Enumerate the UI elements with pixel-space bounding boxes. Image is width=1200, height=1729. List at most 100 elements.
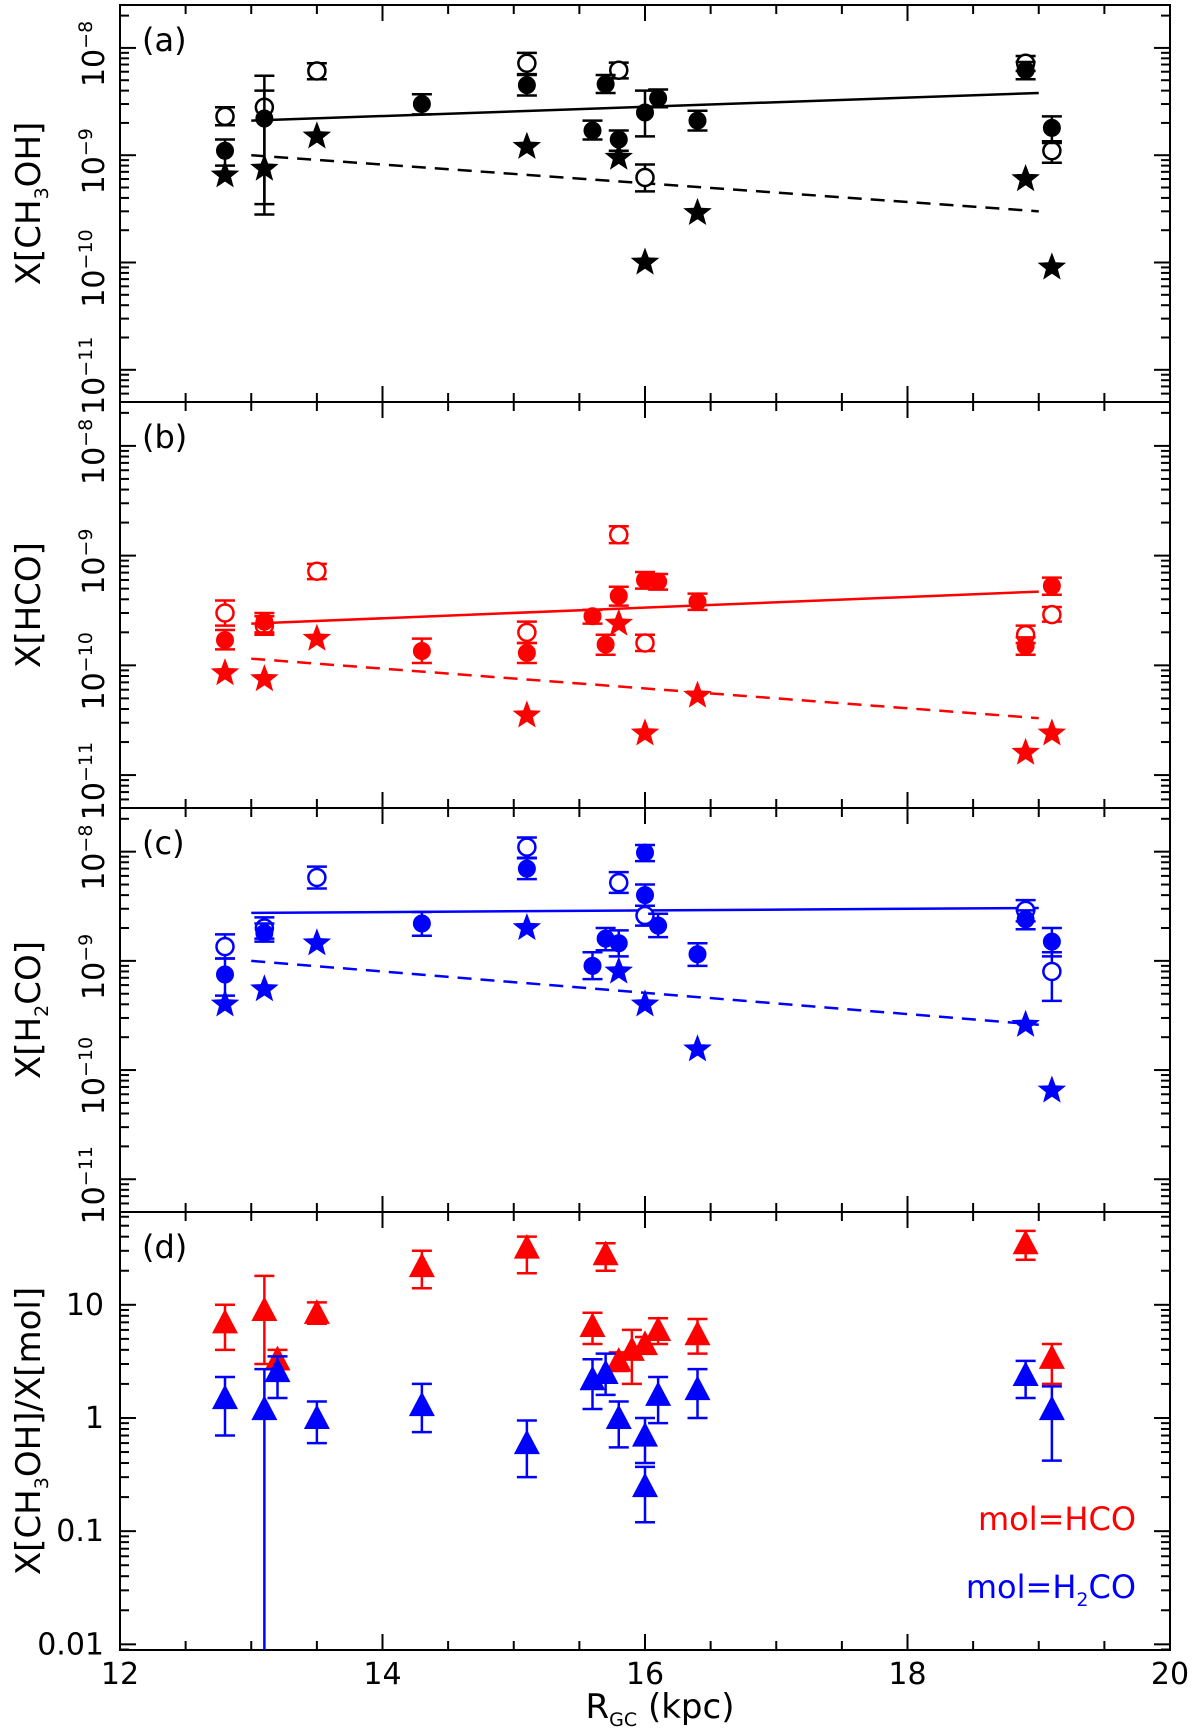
star-point [302, 623, 332, 651]
filled-circle-point [636, 886, 654, 905]
star-point [1037, 1075, 1067, 1103]
y-tick-label: 10 [66, 1288, 104, 1323]
panel-a-label: (a) [142, 21, 187, 59]
filled-circle-point [649, 89, 668, 108]
triangle-point [303, 1299, 330, 1324]
y-tick-label: 10−10 [75, 229, 112, 307]
triangle-point [605, 1404, 632, 1430]
star-point [604, 956, 633, 984]
star-point [683, 1034, 712, 1062]
open-circle-point [609, 872, 629, 893]
y-tick-label: 10−8 [75, 825, 112, 891]
triangle-point [605, 1347, 632, 1372]
star-point [512, 913, 542, 941]
panel-b: 10−8 10−9 10−10 10−11 X[HCO] (b) [9, 401, 1171, 820]
triangle-point [645, 1381, 672, 1406]
x-axis: 12 14 16 18 20 [101, 1657, 1189, 1692]
triangle-point [632, 1472, 658, 1498]
y-tick-label: 10−8 [75, 419, 112, 485]
filled-circle-point [255, 612, 274, 631]
fit-line-solid [251, 590, 1039, 625]
star-point [683, 197, 712, 225]
panel-c-label: (c) [142, 824, 185, 862]
filled-circle-point [412, 95, 431, 114]
open-circle-point [1042, 604, 1062, 625]
triangle-point [251, 1296, 278, 1322]
filled-circle-point [609, 934, 628, 953]
open-circle-point [1042, 141, 1062, 161]
panel-a: 10−8 10−9 10−10 10−11 X[CH3OH] (a) [9, 4, 1171, 415]
star-point [302, 928, 332, 956]
star-point [1037, 252, 1067, 280]
star-point [210, 989, 240, 1017]
open-circle-point [215, 603, 235, 623]
star-point [250, 153, 279, 181]
filled-circle-point [688, 111, 707, 130]
panel-c: 10−8 10−9 10−10 10−11 X[H2CO] (c) [9, 807, 1171, 1224]
y-tick-label: 1 [85, 1401, 104, 1436]
star-point [250, 664, 279, 692]
x-tick-label: 16 [626, 1657, 664, 1692]
triangle-point [251, 1395, 278, 1421]
filled-circle-point [517, 643, 536, 662]
y-tick-label: 10−11 [75, 742, 112, 820]
y-tick-label: 0.01 [37, 1627, 104, 1662]
filled-circle-point [517, 76, 536, 95]
star-point [630, 989, 660, 1017]
x-tick-label: 20 [1151, 1657, 1189, 1692]
panel-a-y-label: X[CH3OH] [9, 122, 53, 286]
star-point [604, 142, 633, 170]
triangle-point [579, 1312, 606, 1338]
triangle-point [212, 1384, 238, 1410]
open-circle-point [307, 867, 327, 888]
star-point [604, 608, 633, 636]
filled-circle-point [688, 945, 707, 964]
filled-circle-point [583, 956, 602, 975]
star-point [630, 718, 660, 746]
legend-entry: mol=HCO [978, 1500, 1136, 1538]
open-circle-point [215, 936, 235, 957]
filled-circle-point [1042, 118, 1061, 137]
filled-circle-point [583, 607, 602, 626]
triangle-point [303, 1404, 330, 1430]
x-tick-label: 18 [888, 1657, 926, 1692]
star-point [1011, 164, 1040, 192]
y-tick-label: 10−10 [75, 1037, 112, 1115]
y-tick-label: 10−9 [75, 128, 112, 194]
panel-c-y-label: X[H2CO] [9, 941, 53, 1079]
open-circle-point [517, 837, 537, 857]
triangle-point [408, 1391, 435, 1417]
filled-circle-point [596, 635, 615, 654]
filled-circle-point [517, 859, 536, 878]
y-tick-label: 10−9 [75, 934, 112, 1000]
star-point [512, 700, 542, 728]
y-tick-label: 10−10 [75, 632, 112, 710]
star-point [1011, 1009, 1040, 1037]
filled-circle-point [583, 121, 602, 140]
open-circle-point [635, 167, 655, 188]
filled-circle-point [255, 109, 274, 128]
filled-circle-point [688, 592, 707, 611]
triangle-point [408, 1252, 435, 1278]
triangle-point [684, 1375, 711, 1401]
x-tick-label: 12 [101, 1657, 139, 1692]
filled-circle-point [216, 631, 234, 650]
panel-d-y-label: X[CH3OH]/X[mol] [9, 1287, 53, 1575]
star-point [512, 131, 542, 159]
open-circle-point [517, 53, 537, 73]
panel-b-y-label: X[HCO] [9, 542, 49, 668]
open-circle-point [635, 633, 655, 653]
triangle-point [1038, 1344, 1065, 1369]
fit-line-dashed [251, 657, 1039, 720]
triangle-point [592, 1240, 619, 1266]
filled-circle-point [636, 843, 654, 862]
triangle-point [1012, 1361, 1039, 1387]
filled-circle-point [412, 642, 431, 661]
open-circle-point [609, 524, 629, 545]
star-point [250, 974, 279, 1002]
triangle-point [1038, 1395, 1065, 1421]
panel-d-label: (d) [142, 1228, 187, 1266]
star-point [210, 160, 240, 188]
panel-b-frame [119, 401, 1171, 809]
